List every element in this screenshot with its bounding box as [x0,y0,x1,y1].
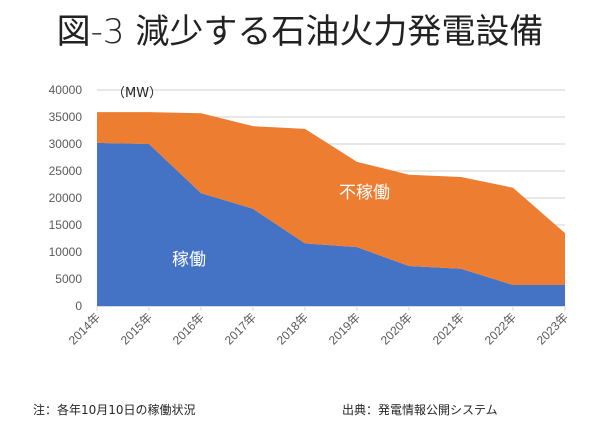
area-series-operating [97,142,565,306]
x-tick-label: 2016年 [170,310,207,347]
chart-title: 図-3 減少する石油火力発電設備 [56,12,544,52]
y-tick-label: 30000 [49,137,83,151]
x-tick-label: 2015年 [118,310,155,347]
y-tick-label: 10000 [49,245,83,259]
x-tick-label: 2022年 [482,310,519,347]
y-tick-label: 40000 [49,83,83,97]
x-tick-label: 2014年 [66,310,103,347]
area-label-operating: 稼働 [172,250,206,270]
area-series-idle [97,112,565,285]
x-tick-label: 2018年 [274,310,311,347]
x-tick-label: 2019年 [326,310,363,347]
area-label-idle: 不稼働 [339,183,390,203]
y-tick-label: 20000 [49,191,83,205]
y-tick-label: 25000 [49,164,83,178]
x-tick-label: 2023年 [534,310,571,347]
y-tick-label: 35000 [49,110,83,124]
y-tick-label: 5000 [55,272,82,286]
stacked-areas [97,112,565,306]
y-tick-label: 15000 [49,218,83,232]
y-tick-label: 0 [75,299,82,313]
x-tick-label: 2020年 [378,310,415,347]
x-tick-label: 2017年 [222,310,259,347]
x-tick-label: 2021年 [430,310,467,347]
x-axis: 2014年 2015年 2016年 2017年 2018年 2019年 2020年 2021年… [66,306,571,347]
footnote: 注：各年10月10日の稼働状況 [33,403,196,417]
unit-label: （MW） [112,86,162,101]
source-note: 出典：発電情報公開システム [342,403,498,417]
y-axis: 0 5000 10000 15000 20000 25000 30000 35000 40000 [49,83,83,313]
